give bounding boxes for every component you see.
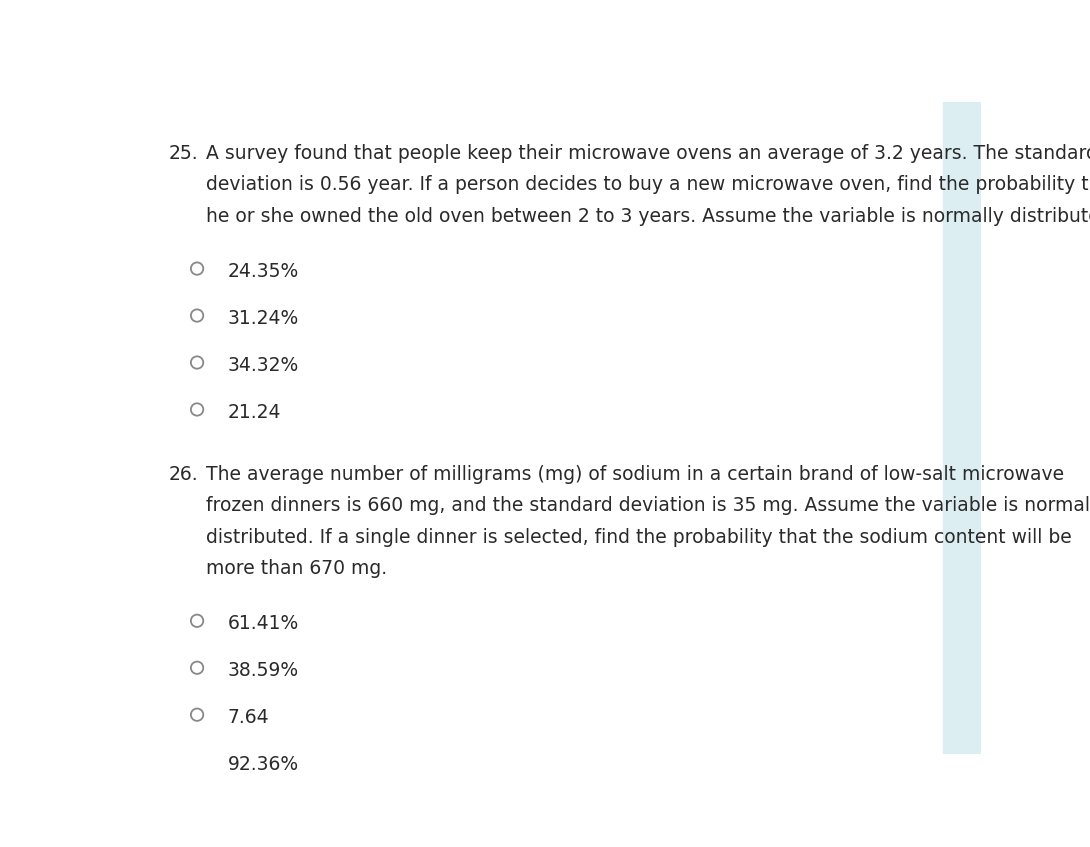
Text: A survey found that people keep their microwave ovens an average of 3.2 years. T: A survey found that people keep their mi… — [206, 144, 1090, 163]
Text: 61.41%: 61.41% — [228, 614, 299, 634]
Text: 24.35%: 24.35% — [228, 262, 299, 281]
Text: 31.24%: 31.24% — [228, 309, 299, 328]
Text: 25.: 25. — [168, 144, 198, 163]
Text: The average number of milligrams (mg) of sodium in a certain brand of low-salt m: The average number of milligrams (mg) of… — [206, 465, 1064, 484]
Text: 7.64: 7.64 — [228, 708, 269, 728]
Text: 92.36%: 92.36% — [228, 756, 299, 774]
Text: 21.24: 21.24 — [228, 403, 281, 422]
Text: more than 670 mg.: more than 670 mg. — [206, 559, 387, 578]
Text: 34.32%: 34.32% — [228, 356, 299, 375]
Text: deviation is 0.56 year. If a person decides to buy a new microwave oven, find th: deviation is 0.56 year. If a person deci… — [206, 175, 1090, 194]
Text: 38.59%: 38.59% — [228, 662, 299, 680]
Bar — [943, 102, 981, 754]
Text: he or she owned the old oven between 2 to 3 years. Assume the variable is normal: he or she owned the old oven between 2 t… — [206, 207, 1090, 225]
Text: 26.: 26. — [168, 465, 198, 484]
Text: distributed. If a single dinner is selected, find the probability that the sodiu: distributed. If a single dinner is selec… — [206, 528, 1071, 546]
Text: frozen dinners is 660 mg, and the standard deviation is 35 mg. Assume the variab: frozen dinners is 660 mg, and the standa… — [206, 496, 1090, 515]
